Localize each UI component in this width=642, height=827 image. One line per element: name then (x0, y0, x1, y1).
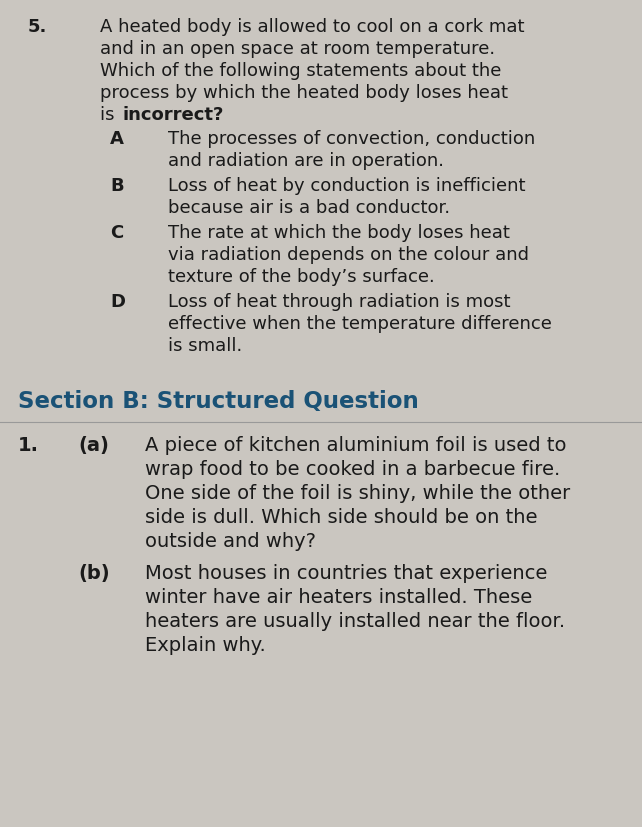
Text: and radiation are in operation.: and radiation are in operation. (168, 152, 444, 170)
Text: A: A (110, 130, 124, 148)
Text: is: is (100, 106, 120, 124)
Text: The processes of convection, conduction: The processes of convection, conduction (168, 130, 535, 148)
Text: Which of the following statements about the: Which of the following statements about … (100, 62, 501, 80)
Text: C: C (110, 224, 123, 242)
Text: via radiation depends on the colour and: via radiation depends on the colour and (168, 246, 529, 264)
Text: Loss of heat by conduction is inefficient: Loss of heat by conduction is inefficien… (168, 177, 526, 195)
Text: D: D (110, 293, 125, 311)
Text: outside and why?: outside and why? (145, 532, 316, 551)
Text: and in an open space at room temperature.: and in an open space at room temperature… (100, 40, 495, 58)
Text: incorrect?: incorrect? (122, 106, 223, 124)
Text: Loss of heat through radiation is most: Loss of heat through radiation is most (168, 293, 510, 311)
Text: side is dull. Which side should be on the: side is dull. Which side should be on th… (145, 508, 537, 527)
Text: The rate at which the body loses heat: The rate at which the body loses heat (168, 224, 510, 242)
Text: process by which the heated body loses heat: process by which the heated body loses h… (100, 84, 508, 102)
Text: (a): (a) (78, 436, 109, 455)
Text: Section B: Structured Question: Section B: Structured Question (18, 390, 419, 413)
Text: Most houses in countries that experience: Most houses in countries that experience (145, 564, 548, 583)
Text: texture of the body’s surface.: texture of the body’s surface. (168, 268, 435, 286)
Text: A piece of kitchen aluminium foil is used to: A piece of kitchen aluminium foil is use… (145, 436, 566, 455)
Text: heaters are usually installed near the floor.: heaters are usually installed near the f… (145, 612, 565, 631)
Text: A heated body is allowed to cool on a cork mat: A heated body is allowed to cool on a co… (100, 18, 525, 36)
Text: 5.: 5. (28, 18, 48, 36)
Text: One side of the foil is shiny, while the other: One side of the foil is shiny, while the… (145, 484, 570, 503)
Text: B: B (110, 177, 124, 195)
Text: (b): (b) (78, 564, 110, 583)
Text: 1.: 1. (18, 436, 39, 455)
Text: wrap food to be cooked in a barbecue fire.: wrap food to be cooked in a barbecue fir… (145, 460, 560, 479)
Text: winter have air heaters installed. These: winter have air heaters installed. These (145, 588, 532, 607)
Text: effective when the temperature difference: effective when the temperature differenc… (168, 315, 552, 333)
Text: Explain why.: Explain why. (145, 636, 266, 655)
Text: because air is a bad conductor.: because air is a bad conductor. (168, 199, 450, 217)
Text: is small.: is small. (168, 337, 242, 355)
